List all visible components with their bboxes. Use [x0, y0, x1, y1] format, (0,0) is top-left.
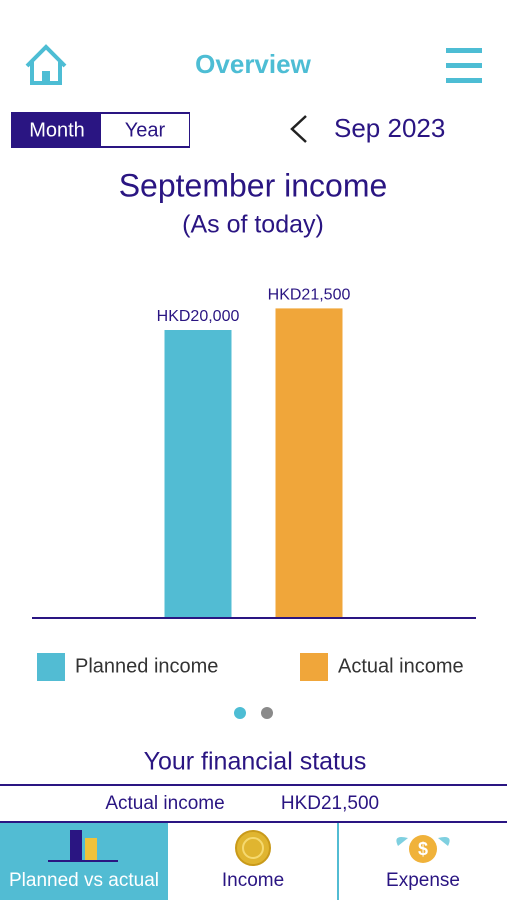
prev-period[interactable]: [290, 115, 307, 143]
bar: [164, 330, 232, 618]
toggle-option[interactable]: [13, 114, 101, 146]
toggle-option[interactable]: [101, 114, 189, 146]
chart-subtitle: (As of today): [182, 211, 324, 239]
toggle-label: Month: [29, 119, 85, 141]
dollar-sign: $: [418, 839, 428, 859]
legend-swatch: [37, 653, 65, 681]
legend-label: Actual income: [338, 655, 464, 677]
toggle-label: Year: [125, 119, 166, 141]
bar-value-label: HKD20,000: [157, 308, 240, 325]
money-wings-icon: $: [396, 835, 450, 863]
tab-label[interactable]: Income: [222, 870, 284, 891]
coin-icon: [235, 830, 271, 866]
bar-value-label: HKD21,500: [268, 287, 351, 304]
chart-icon: [48, 830, 118, 862]
period-label: Sep 2023: [334, 113, 445, 143]
chart-title: September income: [119, 167, 388, 203]
status-label: Actual income: [105, 793, 224, 814]
status-title: Your financial status: [144, 748, 367, 776]
page-dot[interactable]: [261, 707, 273, 719]
legend-swatch: [300, 653, 328, 681]
legend-label: Planned income: [75, 655, 218, 677]
home-icon[interactable]: [25, 44, 67, 85]
status-value: HKD21,500: [281, 793, 379, 814]
bar: [275, 308, 343, 618]
tab-label[interactable]: Planned vs actual: [9, 870, 159, 891]
tab-label[interactable]: Expense: [386, 870, 460, 891]
page-dot[interactable]: [234, 707, 246, 719]
page-title: Overview: [195, 49, 311, 79]
menu-icon[interactable]: [446, 48, 482, 83]
